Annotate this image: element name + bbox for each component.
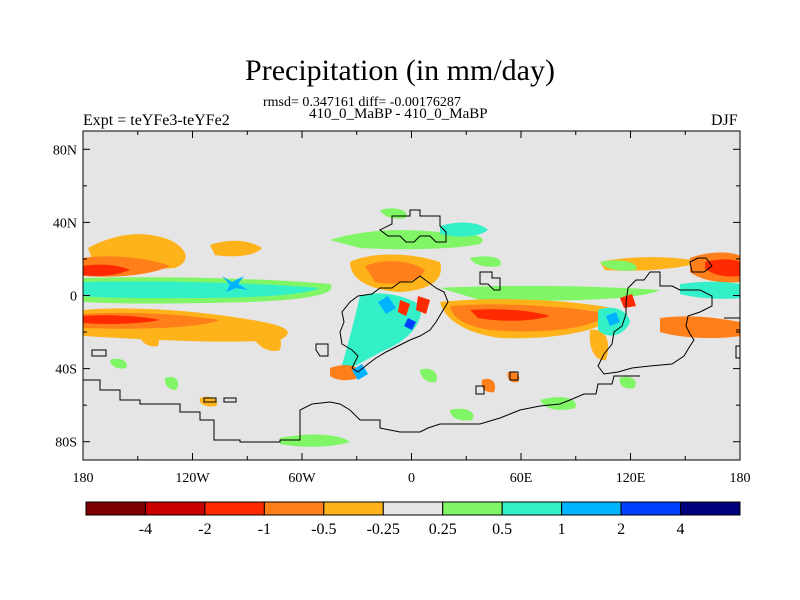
cyan-region xyxy=(83,281,320,298)
coastline-south-america xyxy=(315,343,329,357)
colorbar-box xyxy=(144,501,206,516)
red-region xyxy=(416,296,430,314)
lon-tick-label: 60W xyxy=(288,471,316,486)
cyan-region xyxy=(680,281,740,299)
lon-tick-label: 120W xyxy=(175,471,210,486)
colorbar-box xyxy=(561,501,622,516)
lat-tick-label: 80S xyxy=(55,436,77,451)
blue-region xyxy=(404,318,416,330)
colorbar-label: -4 xyxy=(139,521,152,538)
colorbar-label: 2 xyxy=(617,521,625,538)
colorbar-box xyxy=(382,501,444,516)
red-region xyxy=(365,261,425,284)
cyan-region xyxy=(280,434,350,447)
experiment-label: Expt = teYFe3-teYFe2 xyxy=(83,112,230,129)
red-region xyxy=(398,300,410,316)
red-region xyxy=(470,309,550,321)
blue-region xyxy=(222,276,248,292)
colorbar-label: -0.5 xyxy=(311,521,336,538)
period-label: 410_0_MaBP - 410_0_MaBP xyxy=(309,106,488,122)
cyan-region xyxy=(440,222,488,237)
coastlines xyxy=(83,209,740,443)
lat-tick-label: 40N xyxy=(53,216,77,231)
colorbar-label: -2 xyxy=(198,521,211,538)
cyan-region xyxy=(420,368,437,383)
colorbar-box xyxy=(680,501,741,516)
blue-region xyxy=(352,364,368,380)
lon-tick-label: 180 xyxy=(730,471,751,486)
lon-tick-label: 60E xyxy=(510,471,533,486)
colorbar-box xyxy=(263,501,325,516)
coastline-south-islands xyxy=(475,371,519,395)
coastline-islands xyxy=(91,349,237,403)
cyan-region xyxy=(540,397,576,410)
lat-tick-label: 40S xyxy=(55,363,77,378)
orange-region xyxy=(660,316,740,339)
cyan-region xyxy=(470,256,501,267)
cyan-region xyxy=(600,260,637,271)
axes: 80N 40N 0 40S 80S 180 120W 60W 0 60E 120E 180 xyxy=(53,131,751,486)
colorbar-label: 1 xyxy=(558,521,566,538)
blue-region xyxy=(606,312,620,326)
plot-area xyxy=(82,130,741,461)
red-region xyxy=(620,294,636,308)
colorbar-box xyxy=(620,501,682,516)
colorbar-label: -1 xyxy=(258,521,271,538)
coastline-antarctica xyxy=(83,375,640,443)
colorbar-box xyxy=(85,501,146,516)
colorbar-label: -0.25 xyxy=(367,521,400,538)
red-region xyxy=(83,264,130,276)
coastline-north-america xyxy=(689,257,713,273)
lon-tick-label: 180 xyxy=(73,471,94,486)
colorbar-box xyxy=(442,501,503,516)
orange-region xyxy=(589,329,609,361)
blue-region xyxy=(378,296,396,314)
cyan-region xyxy=(450,408,474,421)
colorbar-box xyxy=(501,501,563,516)
colorbar-box xyxy=(323,501,384,516)
coastline-africa xyxy=(339,275,449,373)
coastline-east xyxy=(724,317,740,359)
orange-region xyxy=(481,378,496,393)
red-region xyxy=(83,315,160,324)
colorbar-box xyxy=(204,501,265,516)
orange-region xyxy=(140,332,159,347)
lon-tick-label: 120E xyxy=(616,471,646,486)
colorbar-label: 0.25 xyxy=(429,521,457,538)
season-label: DJF xyxy=(711,112,738,129)
coastline-indonesia xyxy=(597,271,713,375)
colorbar: -4 -2 -1 -0.5 -0.25 0.25 0.5 1 2 4 xyxy=(85,501,741,538)
stats-label: rmsd= 0.347161 diff= -0.00176287 xyxy=(263,95,461,110)
cyan-region xyxy=(164,376,179,390)
precip-field xyxy=(83,208,740,447)
orange-region xyxy=(210,240,262,257)
orange-region xyxy=(250,328,281,352)
colorbar-label: 0.5 xyxy=(492,521,512,538)
lat-tick-label: 80N xyxy=(53,143,77,158)
cyan-region xyxy=(619,376,636,389)
colorbar-label: 4 xyxy=(677,521,685,538)
red-region xyxy=(705,259,740,277)
map-title: Precipitation (in mm/day) xyxy=(245,54,555,87)
lat-tick-label: 0 xyxy=(70,290,77,305)
cyan-region xyxy=(110,358,127,369)
lon-tick-label: 0 xyxy=(408,471,415,486)
coastline-eurasia xyxy=(379,209,447,243)
coastline-north-asia-islands xyxy=(479,271,501,291)
